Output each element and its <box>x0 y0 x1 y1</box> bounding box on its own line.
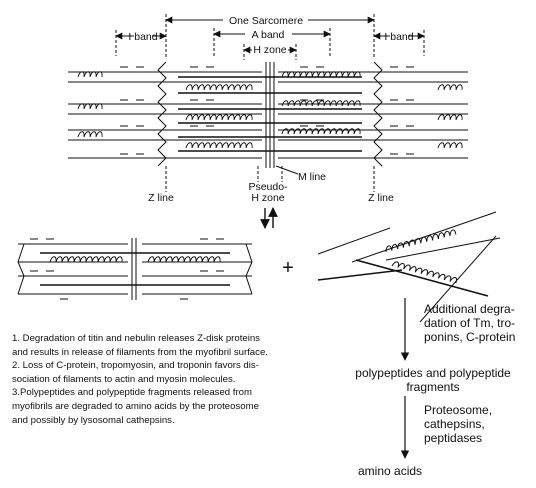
dimension-lines <box>115 14 425 60</box>
z-disc-left <box>157 61 167 167</box>
myosin-heads <box>77 71 463 149</box>
equilibrium-arrows <box>260 207 278 229</box>
z-disc-right <box>373 61 383 167</box>
pseudo-h-zone-label-1: Pseudo- <box>248 181 288 193</box>
dissociated-filaments <box>317 211 501 323</box>
polypeptides-text: polypeptides and polypeptide fragments <box>355 366 511 394</box>
h-zone-label: H zone <box>253 44 286 56</box>
intact-myofibril <box>68 61 468 192</box>
thin-filaments <box>68 71 468 159</box>
z-line-left-label: Z line <box>148 192 174 204</box>
amino-acids-text: amino acids <box>358 464 423 478</box>
a-band-label: A band <box>252 29 285 41</box>
one-sarcomere-label: One Sarcomere <box>229 15 303 27</box>
notes-list: 1. Degradation of titin and nebulin rele… <box>12 332 274 427</box>
enzymes-text: Proteosome, cathepsins, peptidases <box>424 403 493 445</box>
note-item: 2. Loss of C-protein, tropomyosin, and t… <box>12 360 259 385</box>
released-filament-bundle <box>17 238 253 300</box>
i-band-left-label: I band <box>128 31 157 43</box>
i-band-right-label: I band <box>384 31 413 43</box>
i-band-dashes <box>120 66 414 155</box>
m-line <box>265 62 275 168</box>
note-item: 3.Polypeptides and polypeptide fragments… <box>12 387 259 426</box>
plus-sign: + <box>282 257 294 279</box>
z-line-right-label: Z line <box>368 192 394 204</box>
note-item: 1. Degradation of titin and nebulin rele… <box>12 333 268 358</box>
pseudo-h-zone-label-2: H zone <box>251 192 284 204</box>
m-line-label: M line <box>298 171 326 183</box>
additional-degradation-text: Additional degra-dation of Tm, tro-ponin… <box>424 302 516 344</box>
